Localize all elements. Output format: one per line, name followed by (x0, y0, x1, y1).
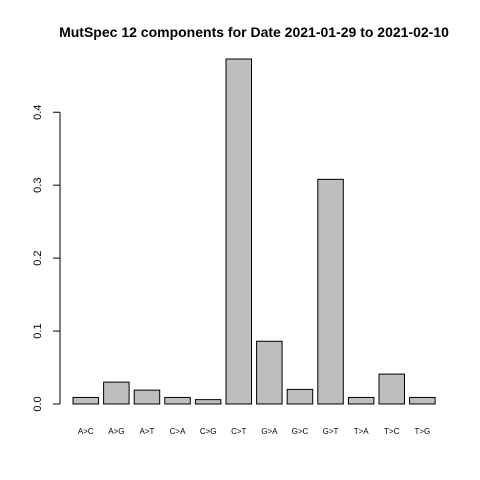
x-tick-label: T>G (414, 427, 430, 436)
bar-a-to-g (103, 381, 130, 405)
bar-a-to-t (133, 389, 161, 405)
bar-a-to-c (72, 396, 99, 405)
x-tick-label: G>A (261, 427, 278, 436)
x-tick-label: C>A (170, 427, 186, 436)
bar-t-to-a (347, 396, 375, 405)
bar-c-to-t (225, 58, 252, 405)
bar-c-to-g (194, 399, 222, 405)
x-tick-label: G>T (323, 427, 339, 436)
bar-g-to-c (286, 388, 314, 405)
y-tick-label: 0.0 (32, 396, 44, 411)
bar-t-to-g (409, 396, 436, 405)
x-tick-label: T>C (384, 427, 400, 436)
chart-title: MutSpec 12 components for Date 2021-01-2… (59, 24, 449, 40)
y-tick-label: 0.4 (32, 105, 44, 120)
bar-c-to-a (164, 396, 191, 405)
x-tick-label: A>T (139, 427, 154, 436)
bar-t-to-c (378, 373, 405, 405)
y-axis: 0.0 0.1 0.2 0.3 0.4 (32, 105, 61, 412)
bar-g-to-t (317, 178, 344, 405)
x-tick-labels: A>C A>G A>T C>A C>G C>T G>A G>C G>T T>A T>C T>G (78, 427, 430, 436)
x-tick-label: T>A (354, 427, 370, 436)
y-tick-label: 0.2 (32, 250, 44, 265)
y-tick-label: 0.1 (32, 323, 44, 338)
x-tick-label: C>T (231, 427, 246, 436)
bar-g-to-a (256, 340, 283, 405)
x-tick-label: C>G (200, 427, 217, 436)
x-tick-label: A>C (78, 427, 94, 436)
y-tick-label: 0.3 (32, 178, 44, 193)
x-tick-label: A>G (108, 427, 124, 436)
x-tick-label: G>C (292, 427, 309, 436)
bars-group (72, 58, 436, 405)
